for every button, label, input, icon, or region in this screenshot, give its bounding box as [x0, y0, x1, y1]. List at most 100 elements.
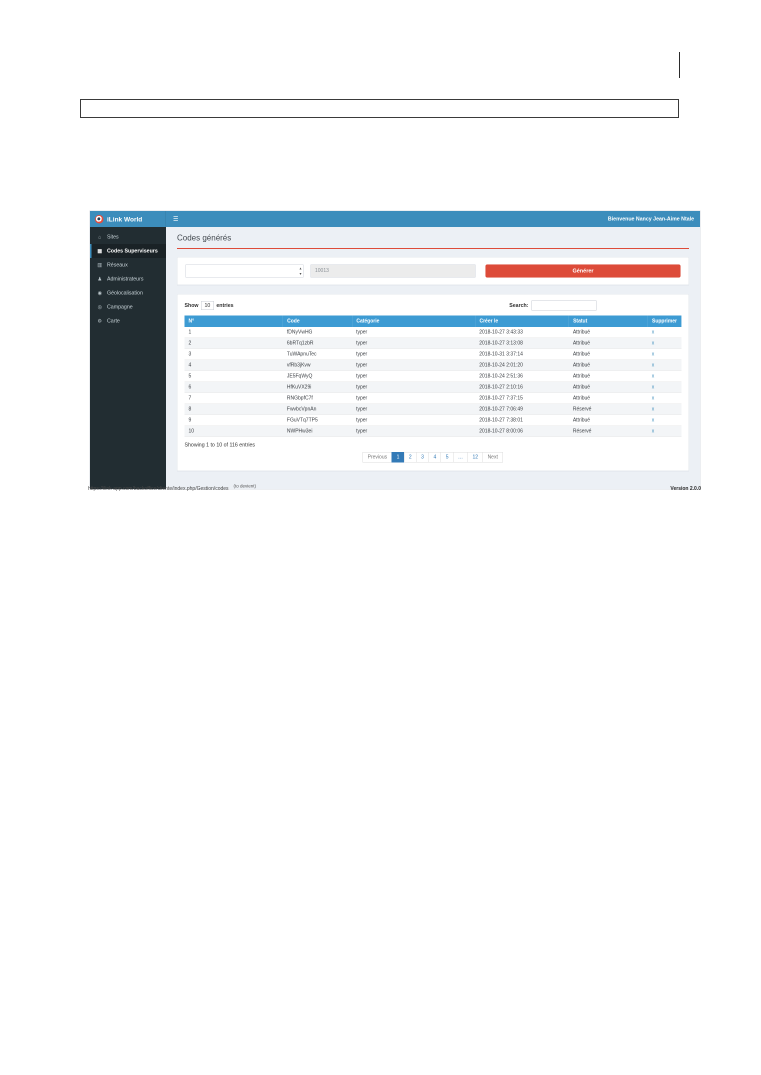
cell-created: 2018-10-27 3:43:33	[475, 327, 569, 338]
document-empty-box	[80, 99, 679, 118]
pagination-next-button[interactable]: Next	[482, 452, 503, 463]
spinner-down-icon[interactable]: ▾	[299, 271, 302, 277]
cell-created: 2018-10-27 7:06:49	[475, 403, 569, 415]
sidebar-toggle-icon[interactable]: ☰	[173, 215, 179, 223]
cell-number: 4	[184, 359, 283, 371]
cell-category: typer	[352, 337, 476, 349]
cell-status: Attribué	[568, 392, 648, 404]
sidebar-item[interactable]: ♟ Administrateurs	[90, 272, 166, 286]
table-row: 8 FwvbcVpnAn typer 2018-10-27 7:06:49 Ré…	[184, 403, 682, 415]
sidebar-item[interactable]: ⚙ Carte	[90, 314, 166, 328]
sidebar-item-label: Sites	[107, 234, 119, 240]
delete-code-link[interactable]: x	[651, 406, 655, 413]
search-label: Search:	[509, 302, 529, 309]
sidebar-item-icon: ▦	[97, 248, 103, 254]
sidebar-item[interactable]: ▥ Réseaux	[90, 258, 166, 272]
cell-created: 2018-10-27 8:00:06	[475, 425, 569, 437]
cell-created: 2018-10-27 3:13:08	[475, 337, 569, 349]
delete-code-link[interactable]: x	[651, 362, 655, 369]
cell-created: 2018-10-27 7:37:15	[475, 392, 569, 404]
quantity-number-input[interactable]: ▴ ▾	[185, 264, 304, 278]
cell-number: 9	[184, 414, 283, 426]
sidebar-item-label: Campagne	[107, 304, 133, 310]
cell-created: 2018-10-24 2:51:36	[475, 370, 569, 382]
app-screenshot: iLink World ☰ Bienvenue Nancy Jean-Aime …	[90, 211, 700, 489]
table-header-cell[interactable]: Supprimer	[647, 315, 682, 327]
sidebar-item-icon: ◎	[97, 304, 102, 310]
codes-table: N° Code Catégorie Créer le Statut Supprimer 1…	[184, 315, 682, 437]
table-row: 10 NWPHw3ei typer 2018-10-27 8:00:06 Rés…	[184, 425, 682, 437]
status-url: https://ilink-app.com/backoffice/cliente…	[88, 486, 229, 492]
delete-code-link[interactable]: x	[651, 428, 655, 435]
title-divider	[177, 248, 689, 249]
delete-code-link[interactable]: x	[651, 329, 655, 336]
search-input[interactable]	[531, 300, 597, 311]
sidebar-item-label: Réseaux	[107, 262, 128, 268]
generate-form-panel: ▴ ▾ 10013 Générer	[177, 257, 689, 285]
cell-category: typer	[352, 359, 476, 371]
pagination-previous-button[interactable]: Previous	[362, 452, 393, 463]
sidebar-item[interactable]: ⌂ Sites	[90, 230, 166, 244]
cell-code: RNGbpfC7f	[282, 392, 353, 404]
pagination-page-button[interactable]: 3	[416, 452, 429, 463]
table-row: 4 vfRb3jKvw typer 2018-10-24 2:01:20 Att…	[184, 359, 682, 371]
document-stray-line	[679, 52, 680, 78]
spinner-up-icon[interactable]: ▴	[299, 266, 302, 271]
sidebar-item-label: Géolocalisation	[107, 290, 143, 296]
cell-number: 5	[184, 370, 283, 382]
cell-code: vfRb3jKvw	[282, 359, 353, 371]
pagination-page-button[interactable]: 2	[403, 452, 417, 463]
cell-code: fDNyVwHG	[282, 327, 353, 338]
cell-created: 2018-10-31 3:37:14	[475, 348, 569, 360]
sidebar-item-icon: ⚙	[97, 318, 102, 324]
delete-code-link[interactable]: x	[651, 340, 655, 347]
pagination-page-button[interactable]: 1	[391, 452, 405, 463]
cell-number: 2	[184, 337, 283, 349]
table-row: 7 RNGbpfC7f typer 2018-10-27 7:37:15 Att…	[184, 392, 682, 404]
sidebar-item[interactable]: ◉ Géolocalisation	[90, 286, 166, 300]
app-logo[interactable]: iLink World	[90, 211, 166, 227]
table-header-cell[interactable]: Créer le	[475, 315, 570, 327]
cell-code: 6bRTq1zbR	[282, 337, 353, 349]
delete-code-link[interactable]: x	[651, 373, 655, 380]
table-header-row: N° Code Catégorie Créer le Statut Supprimer	[184, 315, 682, 327]
delete-code-link[interactable]: x	[651, 384, 655, 391]
sidebar-item[interactable]: ▦ Codes Superviseurs	[90, 244, 166, 258]
table-header-cell[interactable]: Statut	[568, 315, 648, 327]
sidebar-item-icon: ⌂	[98, 234, 102, 240]
search-control: Search:	[509, 300, 597, 311]
cell-code: FwvbcVpnAn	[282, 403, 353, 415]
table-header-cell[interactable]: Code	[282, 315, 353, 327]
table-header-cell[interactable]: N°	[184, 315, 284, 327]
cell-code: NWPHw3ei	[282, 425, 353, 437]
sidebar-item-label: Carte	[107, 318, 120, 324]
cell-status: Attribué	[568, 337, 648, 349]
codes-table-panel: Show 10 entries Search:	[177, 294, 689, 471]
pagination-page-button[interactable]: …	[453, 452, 469, 463]
pagination-page-button[interactable]: 4	[428, 452, 442, 463]
status-annotation: (to devient)	[233, 483, 257, 489]
pagination-page-button[interactable]: 5	[440, 452, 454, 463]
cell-code: TuWApnuTec	[282, 348, 353, 360]
generate-button[interactable]: Générer	[485, 264, 681, 278]
pagination-page-button[interactable]: 12	[467, 452, 484, 463]
delete-code-link[interactable]: x	[651, 395, 655, 402]
cell-category: typer	[352, 381, 476, 393]
code-prefix-field[interactable]: 10013	[310, 264, 476, 278]
table-row: 5 JE5FqWyQ typer 2018-10-24 2:51:36 Attr…	[184, 370, 682, 382]
delete-code-link[interactable]: x	[651, 351, 655, 358]
table-header-cell[interactable]: Catégorie	[352, 315, 476, 327]
page-size-select[interactable]: 10	[201, 301, 214, 310]
app-body: ⌂ Sites ▦ Codes Superviseurs ▥ Réseaux	[90, 227, 700, 489]
pagination: Previous 1 2 3 4 5… 12 Next	[185, 452, 682, 463]
cell-status: Réservé	[568, 425, 648, 437]
sidebar-item[interactable]: ◎ Campagne	[90, 300, 166, 314]
welcome-text: Bienvenue Nancy Jean-Aime Ntale	[607, 216, 694, 222]
sidebar-item-label: Administrateurs	[107, 276, 144, 282]
cell-category: typer	[352, 425, 476, 437]
number-spinner-icon[interactable]: ▴ ▾	[299, 266, 301, 277]
entries-label: entries	[216, 302, 234, 309]
cell-created: 2018-10-27 7:38:01	[475, 414, 569, 426]
delete-code-link[interactable]: x	[651, 417, 655, 424]
